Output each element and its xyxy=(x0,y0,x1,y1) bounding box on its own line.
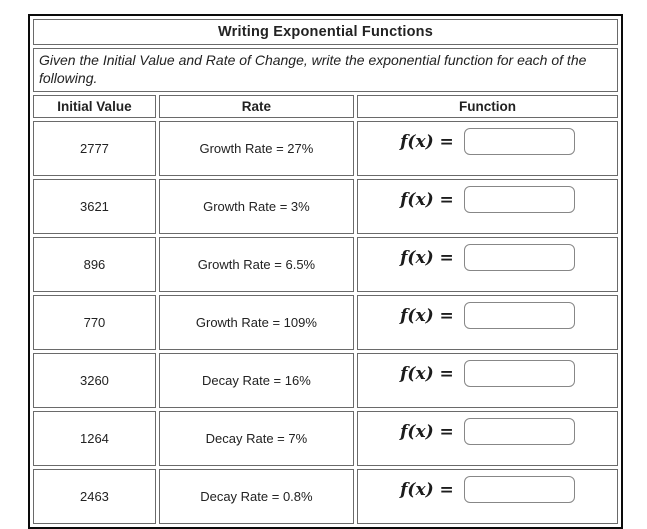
rate-cell: Growth Rate = 27% xyxy=(158,121,354,176)
rate-cell: Decay Rate = 0.8% xyxy=(158,469,354,524)
function-cell: f(x) = xyxy=(356,121,618,176)
instructions-text: Given the Initial Value and Rate of Chan… xyxy=(33,48,618,92)
function-cell: f(x) = xyxy=(356,469,618,524)
initial-value: 2463 xyxy=(79,489,109,504)
initial-value-cell: 2777 xyxy=(33,121,156,176)
initial-value-cell: 1264 xyxy=(33,411,156,466)
function-answer-input[interactable] xyxy=(463,128,575,155)
initial-value: 770 xyxy=(83,315,106,330)
rate-cell: Growth Rate = 109% xyxy=(158,295,354,350)
function-entry: f(x) = xyxy=(359,244,616,271)
function-cell: f(x) = xyxy=(356,237,618,292)
initial-value-cell: 896 xyxy=(33,237,156,292)
rate-label: Decay Rate = 7% xyxy=(205,431,308,446)
rate-cell: Growth Rate = 3% xyxy=(158,179,354,234)
fx-label: f(x) = xyxy=(400,363,454,384)
header-row: Initial Value Rate Function xyxy=(33,95,618,118)
function-entry: f(x) = xyxy=(359,128,616,155)
function-cell: f(x) = xyxy=(356,353,618,408)
table-row: 770 Growth Rate = 109% f(x) = xyxy=(33,295,618,350)
rate-label: Growth Rate = 109% xyxy=(195,315,317,330)
exponential-functions-table: Writing Exponential Functions Given the … xyxy=(28,14,623,529)
title-row: Writing Exponential Functions xyxy=(33,19,618,45)
function-cell: f(x) = xyxy=(356,411,618,466)
function-entry: f(x) = xyxy=(359,302,616,329)
table-row: 3621 Growth Rate = 3% f(x) = xyxy=(33,179,618,234)
fx-label: f(x) = xyxy=(400,479,454,500)
function-answer-input[interactable] xyxy=(463,186,575,213)
initial-value-cell: 2463 xyxy=(33,469,156,524)
function-entry: f(x) = xyxy=(359,476,616,503)
rate-cell: Growth Rate = 6.5% xyxy=(158,237,354,292)
function-answer-input[interactable] xyxy=(463,418,575,445)
table-row: 2463 Decay Rate = 0.8% f(x) = xyxy=(33,469,618,524)
table-row: 1264 Decay Rate = 7% f(x) = xyxy=(33,411,618,466)
table-row: 2777 Growth Rate = 27% f(x) = xyxy=(33,121,618,176)
fx-label: f(x) = xyxy=(400,421,454,442)
initial-value-cell: 3621 xyxy=(33,179,156,234)
table-row: 3260 Decay Rate = 16% f(x) = xyxy=(33,353,618,408)
function-answer-input[interactable] xyxy=(463,360,575,387)
column-header-rate: Rate xyxy=(158,95,354,118)
initial-value: 1264 xyxy=(79,431,109,446)
function-answer-input[interactable] xyxy=(463,476,575,503)
initial-value: 3260 xyxy=(79,373,109,388)
function-entry: f(x) = xyxy=(359,186,616,213)
rate-label: Growth Rate = 3% xyxy=(203,199,310,214)
function-entry: f(x) = xyxy=(359,360,616,387)
column-header-initial-value: Initial Value xyxy=(33,95,156,118)
initial-value: 896 xyxy=(83,257,106,272)
rate-label: Growth Rate = 27% xyxy=(199,141,314,156)
initial-value-cell: 770 xyxy=(33,295,156,350)
fx-label: f(x) = xyxy=(400,131,454,152)
function-answer-input[interactable] xyxy=(463,302,575,329)
fx-label: f(x) = xyxy=(400,305,454,326)
rate-cell: Decay Rate = 16% xyxy=(158,353,354,408)
initial-value: 2777 xyxy=(79,141,109,156)
rate-cell: Decay Rate = 7% xyxy=(158,411,354,466)
function-cell: f(x) = xyxy=(356,179,618,234)
rate-label: Decay Rate = 0.8% xyxy=(200,489,313,504)
rate-label: Growth Rate = 6.5% xyxy=(197,257,316,272)
column-header-function: Function xyxy=(356,95,618,118)
function-answer-input[interactable] xyxy=(463,244,575,271)
instructions-row: Given the Initial Value and Rate of Chan… xyxy=(33,48,618,92)
worksheet: Writing Exponential Functions Given the … xyxy=(28,14,623,529)
initial-value: 3621 xyxy=(79,199,109,214)
fx-label: f(x) = xyxy=(400,247,454,268)
initial-value-cell: 3260 xyxy=(33,353,156,408)
function-entry: f(x) = xyxy=(359,418,616,445)
fx-label: f(x) = xyxy=(400,189,454,210)
page-title: Writing Exponential Functions xyxy=(33,19,618,45)
table-row: 896 Growth Rate = 6.5% f(x) = xyxy=(33,237,618,292)
rate-label: Decay Rate = 16% xyxy=(202,373,311,388)
function-cell: f(x) = xyxy=(356,295,618,350)
